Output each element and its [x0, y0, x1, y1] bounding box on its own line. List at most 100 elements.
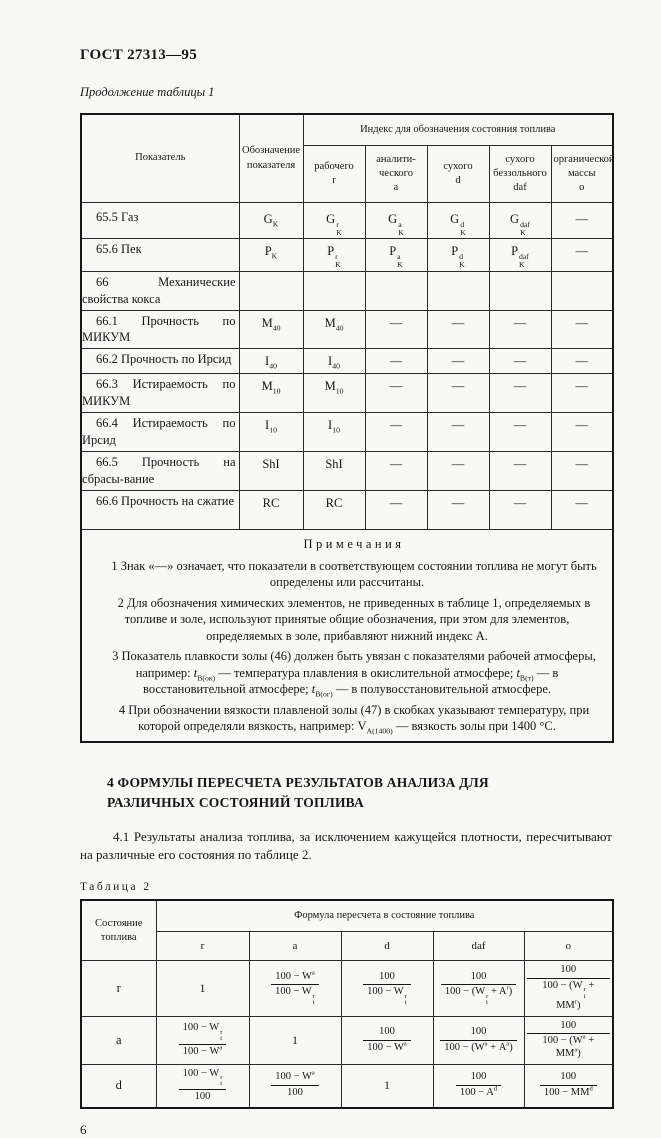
indicator-cell: — — [426, 309, 490, 350]
table-row: 66.1 Прочность по МИКУМ M40 M40— — — — — [80, 309, 614, 350]
fraction-numerator: 100 — [526, 1020, 611, 1035]
fraction-numerator: 100 — [455, 1071, 502, 1087]
indicator-cell: — — [364, 348, 428, 375]
col-header-formula-group: Формула пересчета в состояние топлива — [155, 899, 614, 933]
formula-fraction: 100 100 − MMd — [539, 1071, 597, 1099]
page-number: 6 — [80, 1121, 87, 1137]
indicator-cell: — — [488, 450, 552, 491]
indicator-cell: M10 — [302, 373, 366, 413]
indicator-cell: M40 — [238, 309, 304, 350]
formula-cell: 100 100 − (W r t + Ar) — [432, 960, 525, 1017]
section-4-title-line1: 4 ФОРМУЛЫ ПЕРЕСЧЕТА РЕЗУЛЬТАТОВ АНАЛИЗА … — [107, 774, 489, 790]
indicator-cell: — — [550, 309, 614, 350]
indicator-cell: I10 — [302, 412, 366, 452]
indicator-cell: M40 — [302, 309, 366, 350]
table-row: 66.6 Прочность на сжатие RC RC — — — — — [80, 489, 614, 530]
formula-cell: 100 100 − (Wа + Aа) — [432, 1015, 525, 1065]
note-item: 2 Для обозначения химических элементов, … — [117, 595, 591, 643]
formula-fraction: 100 − Wа 100 — [271, 1070, 319, 1099]
fraction-numerator: 100 − Wа — [271, 969, 319, 986]
table-row: 66.3 Истираемость по МИКУМ M10 M10— — — — — [80, 373, 614, 413]
table2-caption: Таблица 2 — [80, 881, 152, 894]
indicator-cell: — — [488, 309, 552, 350]
indicator-label: 66 Механические свойства кокса — [80, 270, 240, 311]
indicator-label: 65.6 Пек — [80, 238, 240, 272]
indicator-cell: — — [364, 412, 428, 452]
note-item: 1 Знак «—» означает, что показатели в со… — [111, 558, 597, 590]
fraction-numerator: 100 — [440, 1026, 517, 1041]
indicator-cell — [364, 270, 428, 311]
indicator-cell: GK — [238, 201, 304, 240]
col-header-index-a: аналити-ческого а — [364, 145, 428, 203]
indicator-cell: — — [426, 412, 490, 452]
col-header-state-daf: daf — [432, 931, 525, 962]
indicator-cell — [426, 270, 490, 311]
table-row: 66 Механические свойства кокса — [80, 270, 614, 311]
formula-cell: 100 100 − (Wа + MMа) — [523, 1015, 614, 1065]
fraction-denominator: 100 − Ad — [459, 1085, 498, 1099]
state-label: r — [80, 960, 157, 1017]
note-item: 3 Показатель плавкости золы (46) должен … — [112, 649, 596, 699]
indicator-label: 66.5 Прочность на сбрасы-вание — [80, 450, 240, 491]
notes-cell: Примечания 1 Знак «—» означает, что показ… — [80, 528, 614, 742]
col-header-state: Состояние топлива — [80, 899, 157, 962]
indicator-cell: ShI — [302, 450, 366, 491]
notes-title: Примечания — [303, 536, 405, 551]
indicator-cell: — — [550, 450, 614, 491]
formula-fraction: 100 100 − (Wа + MMа) — [526, 1020, 611, 1061]
indicator-label: 66.1 Прочность по МИКУМ — [80, 309, 240, 350]
indicator-cell: M10 — [238, 373, 304, 413]
indicator-cell: — — [550, 412, 614, 452]
indicator-cell: — — [364, 450, 428, 491]
fraction-numerator: 100 — [539, 1071, 597, 1087]
fraction-denominator: 100 — [194, 1090, 211, 1102]
notes-row: Примечания 1 Знак «—» означает, что показ… — [80, 528, 614, 742]
fraction-numerator: 100 — [526, 964, 611, 979]
col-header-index-o: органической массы о — [550, 145, 615, 203]
indicator-cell: RC — [302, 489, 366, 530]
indicator-cell: — — [364, 309, 428, 350]
indicator-cell: — — [364, 489, 428, 530]
indicator-cell: — — [488, 373, 552, 413]
col-header-indicator: Показатель — [80, 113, 240, 203]
formula-fraction: 100 100 − Wа — [363, 1026, 411, 1054]
col-header-designation: Обозначение показателя — [238, 113, 304, 203]
indicator-cell: — — [488, 489, 552, 530]
col-header-state-о: о — [523, 931, 614, 962]
section-4-title-line2: РАЗЛИЧНЫХ СОСТОЯНИЙ ТОПЛИВА — [107, 794, 364, 810]
indicator-cell: I40 — [302, 348, 366, 375]
standard-number: ГОСТ 27313—95 — [80, 47, 198, 63]
fraction-denominator: 100 — [287, 1087, 303, 1099]
fraction-denominator: 100 − (Wа + MMа) — [542, 1033, 595, 1060]
table1-header: Показатель Обозначение показателя Индекс… — [80, 113, 615, 203]
indicator-cell: PK — [238, 238, 304, 272]
